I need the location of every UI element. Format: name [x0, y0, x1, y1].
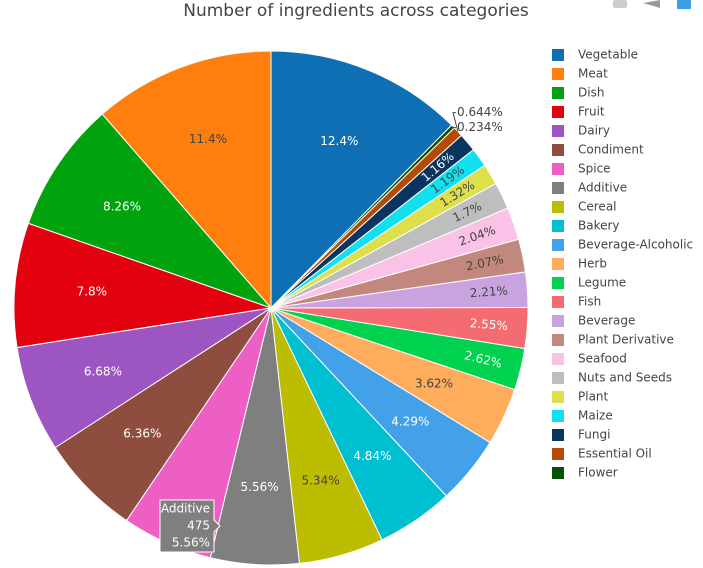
hover-count: 475 — [187, 519, 210, 533]
legend-swatch — [552, 391, 564, 403]
pie-slice — [101, 50, 272, 310]
legend-label: Bakery — [578, 219, 620, 233]
legend-swatch — [552, 163, 564, 175]
plotly-logo[interactable] — [677, 0, 691, 9]
legend-swatch — [552, 277, 564, 289]
slice-label: 4.29% — [391, 414, 429, 428]
hover-name: Additive — [161, 502, 210, 516]
legend-label: Maize — [578, 409, 613, 423]
slice-label: 8.26% — [103, 200, 141, 214]
legend-label: Dish — [578, 86, 604, 100]
legend-label: Plant — [578, 390, 609, 404]
slice-label: 2.21% — [469, 284, 508, 301]
leader-line — [452, 112, 459, 132]
legend-swatch — [552, 144, 564, 156]
legend-label: Essential Oil — [578, 447, 652, 461]
legend-label: Flower — [578, 466, 618, 480]
legend-label: Nuts and Seeds — [578, 371, 672, 385]
slice-label: 0.234% — [457, 120, 503, 134]
hover-percent: 5.56% — [172, 536, 210, 550]
legend-label: Condiment — [578, 143, 644, 157]
slice-label: 6.68% — [84, 365, 122, 379]
legend-label: Beverage-Alcoholic — [578, 238, 693, 252]
legend-swatch — [552, 410, 564, 422]
legend-swatch — [552, 68, 564, 80]
legend-label: Dairy — [578, 124, 610, 138]
modebar[interactable] — [613, 0, 691, 9]
legend-label: Beverage — [578, 314, 635, 328]
legend-swatch — [552, 182, 564, 194]
slice-label: 3.62% — [415, 377, 453, 391]
legend-label: Fungi — [578, 428, 610, 442]
legend-swatch — [552, 106, 564, 118]
legend-swatch — [552, 49, 564, 61]
slice-label: 4.84% — [353, 449, 391, 463]
legend-swatch — [552, 334, 564, 346]
legend-swatch — [552, 125, 564, 137]
hover-label: Additive 475 5.56% — [159, 499, 221, 553]
legend-label: Fish — [578, 295, 601, 309]
slice-label: 2.55% — [469, 316, 508, 333]
chart-title: Number of ingredients across categories — [183, 1, 529, 21]
zoom-icon[interactable] — [643, 0, 660, 8]
legend-swatch — [552, 258, 564, 270]
slice-label: 0.644% — [457, 105, 503, 119]
legend-swatch — [552, 87, 564, 99]
slice-label: 5.56% — [241, 480, 279, 494]
pie: 12.4% 11.4% 8.26% 7.8% 6.68% 6.36% 5.56% 5.34% 4… — [13, 50, 529, 566]
legend-swatch — [552, 315, 564, 327]
legend-swatch — [552, 448, 564, 460]
slice-label: 12.4% — [320, 134, 358, 148]
legend-label: Vegetable — [578, 48, 638, 62]
legend-label: Additive — [578, 181, 627, 195]
slice-label: 5.34% — [301, 473, 339, 487]
hover-box — [159, 499, 221, 553]
legend-label: Plant Derivative — [578, 333, 674, 347]
legend-swatch — [552, 467, 564, 479]
legend-label: Cereal — [578, 200, 617, 214]
leader-line — [452, 126, 457, 129]
legend-label: Seafood — [578, 352, 627, 366]
legend-label: Legume — [578, 276, 626, 290]
pie-slice — [13, 222, 272, 349]
legend-label: Fruit — [578, 105, 605, 119]
legend-swatch — [552, 201, 564, 213]
legend-swatch — [552, 353, 564, 365]
legend-swatch — [552, 220, 564, 232]
legend-swatch — [552, 429, 564, 441]
pie-slice — [270, 50, 453, 310]
legend-label: Meat — [578, 67, 608, 81]
slice-label: 6.36% — [123, 426, 161, 440]
slice-label: 7.8% — [77, 284, 108, 298]
legend-swatch — [552, 296, 564, 308]
slice-label: 11.4% — [189, 132, 227, 146]
legend-label: Spice — [578, 162, 611, 176]
legend: Vegetable Meat Dish Fruit Dairy Condiment Spic… — [552, 48, 693, 480]
legend-label: Herb — [578, 257, 607, 271]
camera-icon[interactable] — [613, 0, 627, 8]
pie-slice — [27, 113, 273, 310]
pie-slice — [16, 307, 272, 449]
legend-swatch — [552, 372, 564, 384]
legend-swatch — [552, 239, 564, 251]
